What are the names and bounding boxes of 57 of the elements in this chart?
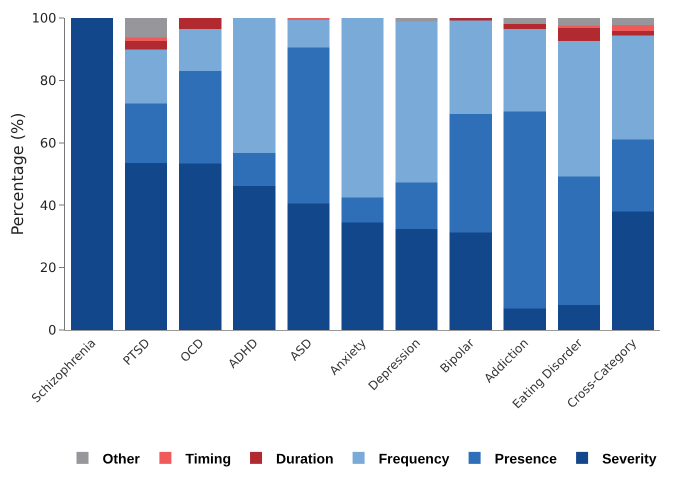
bar <box>558 18 600 26</box>
bar <box>396 18 438 22</box>
y-tick-label: 80 <box>40 74 56 89</box>
bar <box>504 18 546 24</box>
bar <box>612 35 654 140</box>
bar <box>504 308 546 330</box>
bar <box>612 31 654 36</box>
bar <box>558 176 600 306</box>
bar <box>612 140 654 212</box>
bar <box>125 162 168 330</box>
legend-label: Frequency <box>378 450 450 466</box>
bar <box>558 25 600 28</box>
bar <box>233 18 276 154</box>
bar <box>450 20 492 114</box>
y-tick-label: 100 <box>32 12 56 27</box>
y-tick-label: 20 <box>40 261 56 276</box>
bar <box>287 48 330 204</box>
legend-label: Duration <box>276 450 334 466</box>
bar <box>125 103 168 163</box>
y-axis-title: Percentage (%) <box>8 112 27 236</box>
legend-label: Other <box>102 450 140 466</box>
bar <box>558 27 600 42</box>
bar <box>233 186 276 330</box>
y-tick-label: 0 <box>48 324 56 339</box>
bar <box>287 203 330 330</box>
legend-label: Timing <box>185 450 232 466</box>
legend-label: Severity <box>602 450 657 466</box>
bar <box>504 24 546 29</box>
bar <box>233 153 276 186</box>
bar <box>612 18 654 25</box>
bar <box>341 197 384 222</box>
bar <box>341 18 384 198</box>
bar <box>179 71 222 164</box>
bar <box>341 222 384 330</box>
bar <box>287 20 330 48</box>
y-tick-label: 40 <box>40 198 56 214</box>
bar <box>179 18 222 29</box>
bar <box>179 28 222 72</box>
bar <box>125 18 168 38</box>
bar <box>612 211 654 330</box>
bar <box>396 21 438 183</box>
legend-label: Presence <box>494 450 558 466</box>
bar <box>558 305 600 330</box>
bar <box>125 37 168 42</box>
y-tick-label: 60 <box>40 136 56 152</box>
bar <box>450 114 492 232</box>
bar <box>396 229 438 330</box>
bar <box>504 28 546 112</box>
bar <box>396 182 438 230</box>
bar <box>612 24 654 32</box>
bar <box>125 50 168 104</box>
bar <box>70 18 114 330</box>
bar <box>558 41 600 176</box>
bar <box>179 164 222 330</box>
bar <box>125 41 168 50</box>
bar <box>504 112 546 308</box>
bar <box>450 232 492 330</box>
